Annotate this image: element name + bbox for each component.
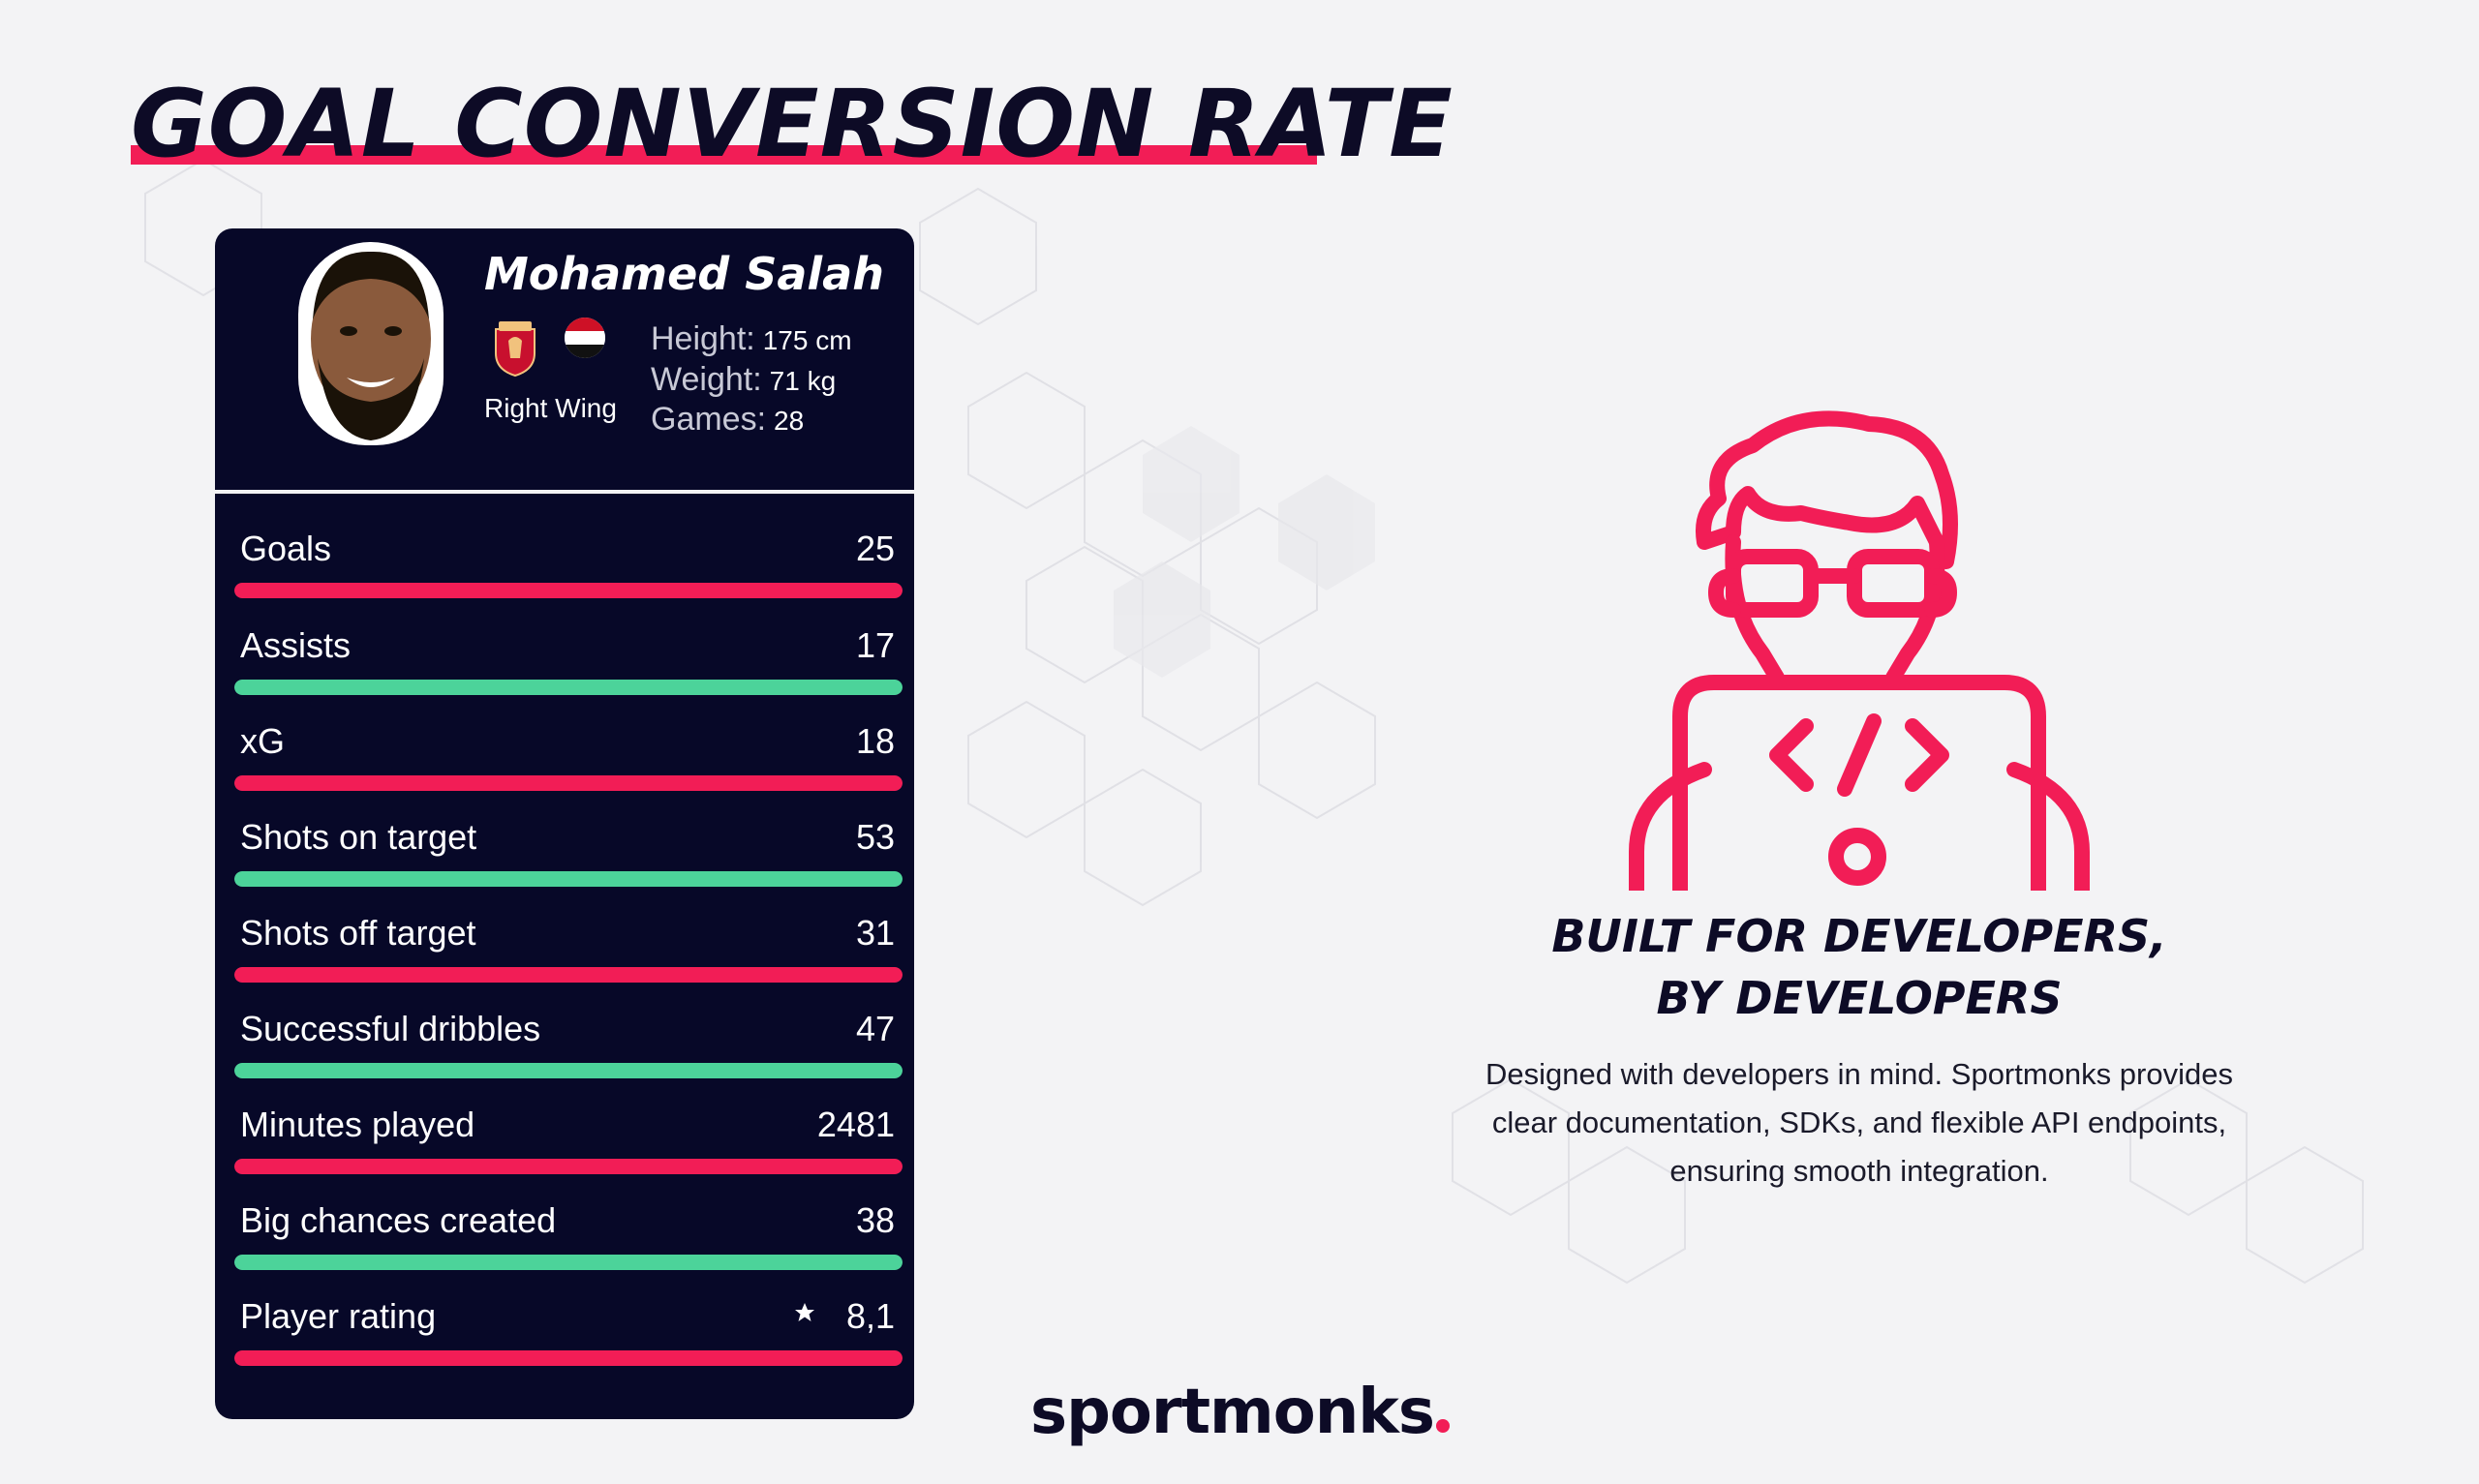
- player-avatar: [298, 242, 444, 445]
- stat-label: Successful dribbles: [240, 1009, 541, 1048]
- headline-line-2: BY DEVELOPERS: [1656, 972, 2063, 1024]
- stat-row-big-chances-created: Big chances created 38: [215, 1195, 914, 1291]
- star-icon: [795, 1303, 814, 1321]
- logo-dot: [1435, 1419, 1450, 1433]
- weight-row: Weight: 71 kg: [651, 361, 836, 399]
- stat-value: 38: [855, 1200, 895, 1240]
- stat-value: 53: [855, 817, 895, 857]
- height-row: Height: 175 cm: [651, 320, 852, 358]
- description-line-3: ensuring smooth integration.: [1669, 1154, 2049, 1188]
- description-line-1: Designed with developers in mind. Sportm…: [1485, 1057, 2233, 1091]
- games-row: Games: 28: [651, 401, 804, 439]
- stat-bar: [234, 1350, 903, 1366]
- stat-row-shots-off-target: Shots off target 31: [215, 907, 914, 1004]
- stat-row-xg: xG 18: [215, 715, 914, 812]
- stat-bar: [234, 967, 903, 983]
- weight-label: Weight:: [651, 361, 762, 398]
- stat-label: Assists: [240, 625, 352, 665]
- stat-value: 2481: [816, 1105, 895, 1144]
- developer-icon: [1629, 410, 2090, 891]
- egypt-flag-icon: [565, 318, 605, 358]
- stat-bar: [234, 583, 903, 598]
- header-divider: [215, 490, 914, 494]
- stat-row-goals: Goals 25: [215, 523, 914, 620]
- player-position: Right Wing: [484, 393, 617, 423]
- stat-row-minutes-played: Minutes played 2481: [215, 1099, 914, 1196]
- stat-row-shots-on-target: Shots on target 53: [215, 811, 914, 908]
- weight-value: 71 kg: [769, 366, 837, 396]
- page-title-block: GOAL CONVERSION RATE: [131, 76, 1454, 172]
- stat-value: 47: [855, 1009, 895, 1048]
- stat-label: xG: [240, 721, 286, 761]
- games-label: Games:: [651, 401, 767, 438]
- stat-value: 31: [855, 913, 895, 953]
- stat-label: Shots off target: [240, 913, 476, 953]
- feature-headline: BUILT FOR DEVELOPERS, BY DEVELOPERS: [1356, 905, 2363, 1029]
- stat-row-player-rating: Player rating 8,1: [215, 1290, 914, 1387]
- player-stats-card: Mohamed Salah Right Wing Height: 175 cm W…: [215, 228, 914, 1419]
- stat-label: Minutes played: [240, 1105, 475, 1144]
- stat-value: 25: [855, 529, 895, 568]
- description-line-2: clear documentation, SDKs, and flexible …: [1491, 1105, 2227, 1139]
- feature-description: Designed with developers in mind. Sportm…: [1356, 1050, 2363, 1196]
- stat-value: 8,1: [845, 1296, 895, 1336]
- player-header: Mohamed Salah Right Wing Height: 175 cm W…: [215, 228, 914, 490]
- stat-label: Big chances created: [240, 1200, 557, 1240]
- stat-row-successful-dribbles: Successful dribbles 47: [215, 1003, 914, 1100]
- stat-bar: [234, 871, 903, 887]
- stat-bar: [234, 1159, 903, 1174]
- stat-value: 17: [855, 625, 895, 665]
- stat-bar: [234, 1063, 903, 1078]
- stat-label: Player rating: [240, 1296, 437, 1336]
- stat-bar: [234, 680, 903, 695]
- stat-bar: [234, 1255, 903, 1270]
- stat-value: 18: [855, 721, 895, 761]
- page-title: GOAL CONVERSION RATE: [131, 70, 1454, 178]
- sportmonks-logo: sportmonks: [1030, 1377, 1450, 1448]
- stat-bar: [234, 775, 903, 791]
- height-label: Height:: [651, 320, 755, 357]
- player-name: Mohamed Salah: [484, 248, 884, 300]
- liverpool-crest-icon: [495, 321, 536, 378]
- title-underline-bar: [131, 145, 1317, 165]
- height-value: 175 cm: [762, 325, 852, 355]
- stat-row-assists: Assists 17: [215, 620, 914, 716]
- stat-label: Shots on target: [240, 817, 477, 857]
- logo-text: sportmonks: [1030, 1377, 1435, 1448]
- headline-line-1: BUILT FOR DEVELOPERS,: [1551, 910, 2167, 962]
- stat-label: Goals: [240, 529, 332, 568]
- games-value: 28: [774, 406, 805, 436]
